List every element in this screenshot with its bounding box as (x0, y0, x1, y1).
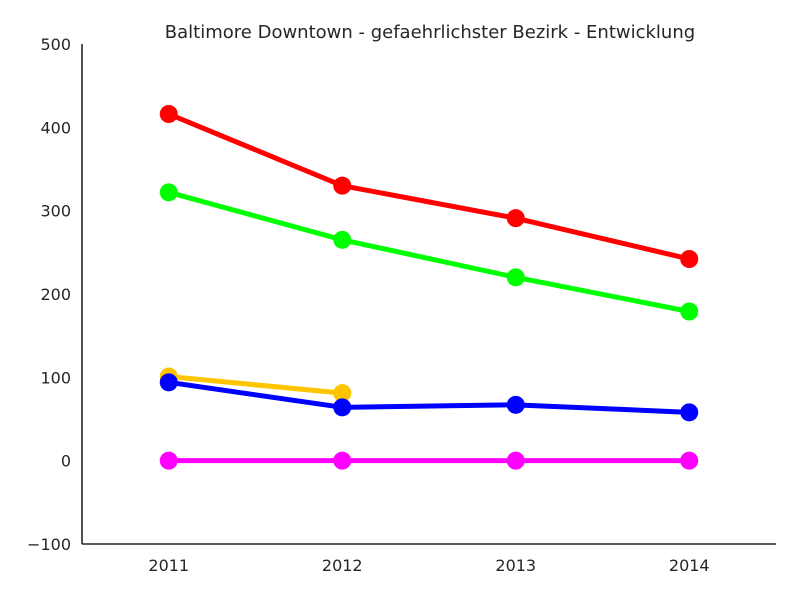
series-line (166, 189, 692, 314)
y-tick-label: −100 (27, 535, 71, 554)
series-line (166, 379, 692, 415)
y-tick-label: 500 (40, 35, 71, 54)
series-1 (159, 183, 699, 321)
data-point (333, 176, 352, 195)
data-point (506, 209, 525, 228)
data-point (159, 451, 178, 470)
data-point (680, 250, 699, 268)
x-tick-label: 2011 (148, 556, 189, 575)
series-layer (159, 105, 699, 470)
data-point (680, 302, 699, 321)
y-tick-label: 400 (40, 118, 71, 137)
series-line (166, 111, 692, 262)
data-point (333, 230, 352, 249)
data-point (506, 268, 525, 287)
y-tick-label: 100 (40, 368, 71, 387)
y-tick-labels: −100 0 100 200 300 400 500 (27, 35, 71, 554)
data-point (680, 451, 699, 470)
series-line (166, 374, 345, 396)
x-tick-labels: 2011 2012 2013 2014 (148, 556, 709, 575)
data-point (159, 183, 178, 202)
y-tick-label: 0 (61, 452, 71, 471)
data-point (680, 403, 699, 422)
x-tick-label: 2014 (669, 556, 710, 575)
data-point (159, 105, 178, 123)
x-tick-label: 2012 (322, 556, 363, 575)
series-3 (159, 373, 699, 422)
data-point (159, 373, 178, 392)
data-point (506, 395, 525, 414)
chart-title: Baltimore Downtown - gefaehrlichster Bez… (165, 22, 695, 43)
x-tick-label: 2013 (495, 556, 536, 575)
y-tick-label: 300 (40, 202, 71, 221)
data-point (506, 451, 525, 470)
y-tick-label: 200 (40, 285, 71, 304)
series-4 (159, 451, 699, 470)
data-point (333, 384, 352, 403)
data-point (333, 451, 352, 470)
series-0 (159, 105, 699, 268)
data-point (333, 398, 352, 417)
